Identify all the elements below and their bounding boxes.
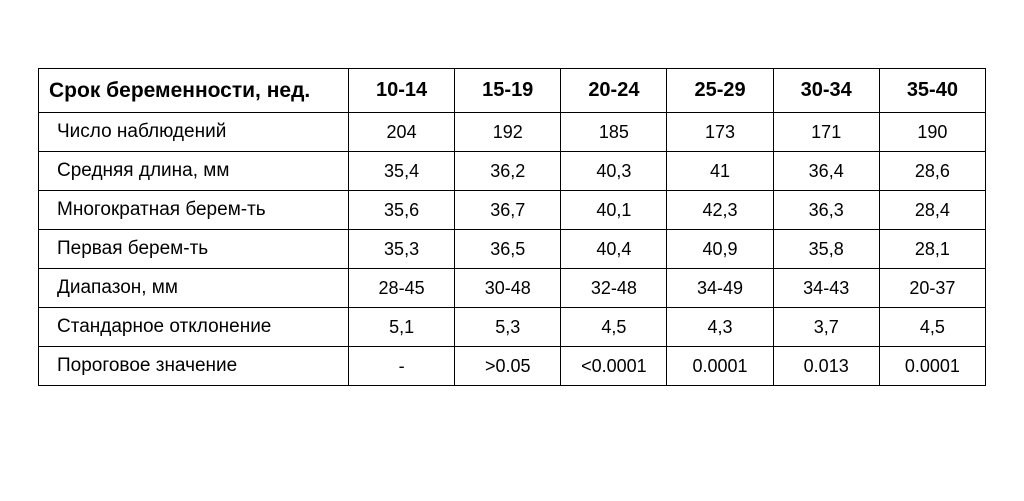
table-row: Стандарное отклонение 5,1 5,3 4,5 4,3 3,… — [39, 308, 986, 347]
col-header-1: 15-19 — [455, 69, 561, 113]
table-header-row: Срок беременности, нед. 10-14 15-19 20-2… — [39, 69, 986, 113]
data-cell: 190 — [879, 113, 985, 152]
col-header-5: 35-40 — [879, 69, 985, 113]
table-row: Первая берем-ть 35,3 36,5 40,4 40,9 35,8… — [39, 230, 986, 269]
row-label: Первая берем-ть — [39, 230, 349, 269]
row-label: Стандарное отклонение — [39, 308, 349, 347]
data-cell: 35,8 — [773, 230, 879, 269]
data-cell: 36,7 — [455, 191, 561, 230]
data-cell: 5,1 — [349, 308, 455, 347]
row-label: Средняя длина, мм — [39, 152, 349, 191]
col-header-4: 30-34 — [773, 69, 879, 113]
row-label: Пороговое значение — [39, 347, 349, 386]
data-cell: 40,1 — [561, 191, 667, 230]
data-cell: 28-45 — [349, 269, 455, 308]
table-row: Пороговое значение - >0.05 <0.0001 0.000… — [39, 347, 986, 386]
col-header-2: 20-24 — [561, 69, 667, 113]
data-cell: 3,7 — [773, 308, 879, 347]
data-cell: 28,1 — [879, 230, 985, 269]
data-table: Срок беременности, нед. 10-14 15-19 20-2… — [38, 68, 986, 386]
data-cell: 171 — [773, 113, 879, 152]
data-cell: 185 — [561, 113, 667, 152]
data-cell: 4,3 — [667, 308, 773, 347]
data-cell: - — [349, 347, 455, 386]
data-cell: 36,2 — [455, 152, 561, 191]
data-cell: 5,3 — [455, 308, 561, 347]
data-cell: 4,5 — [561, 308, 667, 347]
data-cell: <0.0001 — [561, 347, 667, 386]
data-cell: >0.05 — [455, 347, 561, 386]
data-cell: 36,4 — [773, 152, 879, 191]
data-cell: 35,3 — [349, 230, 455, 269]
data-cell: 4,5 — [879, 308, 985, 347]
data-cell: 28,4 — [879, 191, 985, 230]
data-cell: 40,4 — [561, 230, 667, 269]
data-cell: 35,6 — [349, 191, 455, 230]
data-cell: 36,3 — [773, 191, 879, 230]
data-cell: 34-49 — [667, 269, 773, 308]
data-cell: 0.013 — [773, 347, 879, 386]
table-row: Число наблюдений 204 192 185 173 171 190 — [39, 113, 986, 152]
col-header-0: 10-14 — [349, 69, 455, 113]
table-row: Диапазон, мм 28-45 30-48 32-48 34-49 34-… — [39, 269, 986, 308]
data-cell: 20-37 — [879, 269, 985, 308]
data-cell: 0.0001 — [879, 347, 985, 386]
data-cell: 173 — [667, 113, 773, 152]
data-cell: 40,3 — [561, 152, 667, 191]
data-cell: 204 — [349, 113, 455, 152]
row-label: Диапазон, мм — [39, 269, 349, 308]
data-cell: 192 — [455, 113, 561, 152]
table-row: Многократная берем-ть 35,6 36,7 40,1 42,… — [39, 191, 986, 230]
data-cell: 28,6 — [879, 152, 985, 191]
data-cell: 41 — [667, 152, 773, 191]
data-cell: 32-48 — [561, 269, 667, 308]
col-header-rowlabels: Срок беременности, нед. — [39, 69, 349, 113]
data-cell: 35,4 — [349, 152, 455, 191]
data-cell: 34-43 — [773, 269, 879, 308]
data-cell: 0.0001 — [667, 347, 773, 386]
col-header-3: 25-29 — [667, 69, 773, 113]
data-cell: 36,5 — [455, 230, 561, 269]
data-cell: 40,9 — [667, 230, 773, 269]
row-label: Многократная берем-ть — [39, 191, 349, 230]
data-cell: 42,3 — [667, 191, 773, 230]
table-row: Средняя длина, мм 35,4 36,2 40,3 41 36,4… — [39, 152, 986, 191]
row-label: Число наблюдений — [39, 113, 349, 152]
data-cell: 30-48 — [455, 269, 561, 308]
